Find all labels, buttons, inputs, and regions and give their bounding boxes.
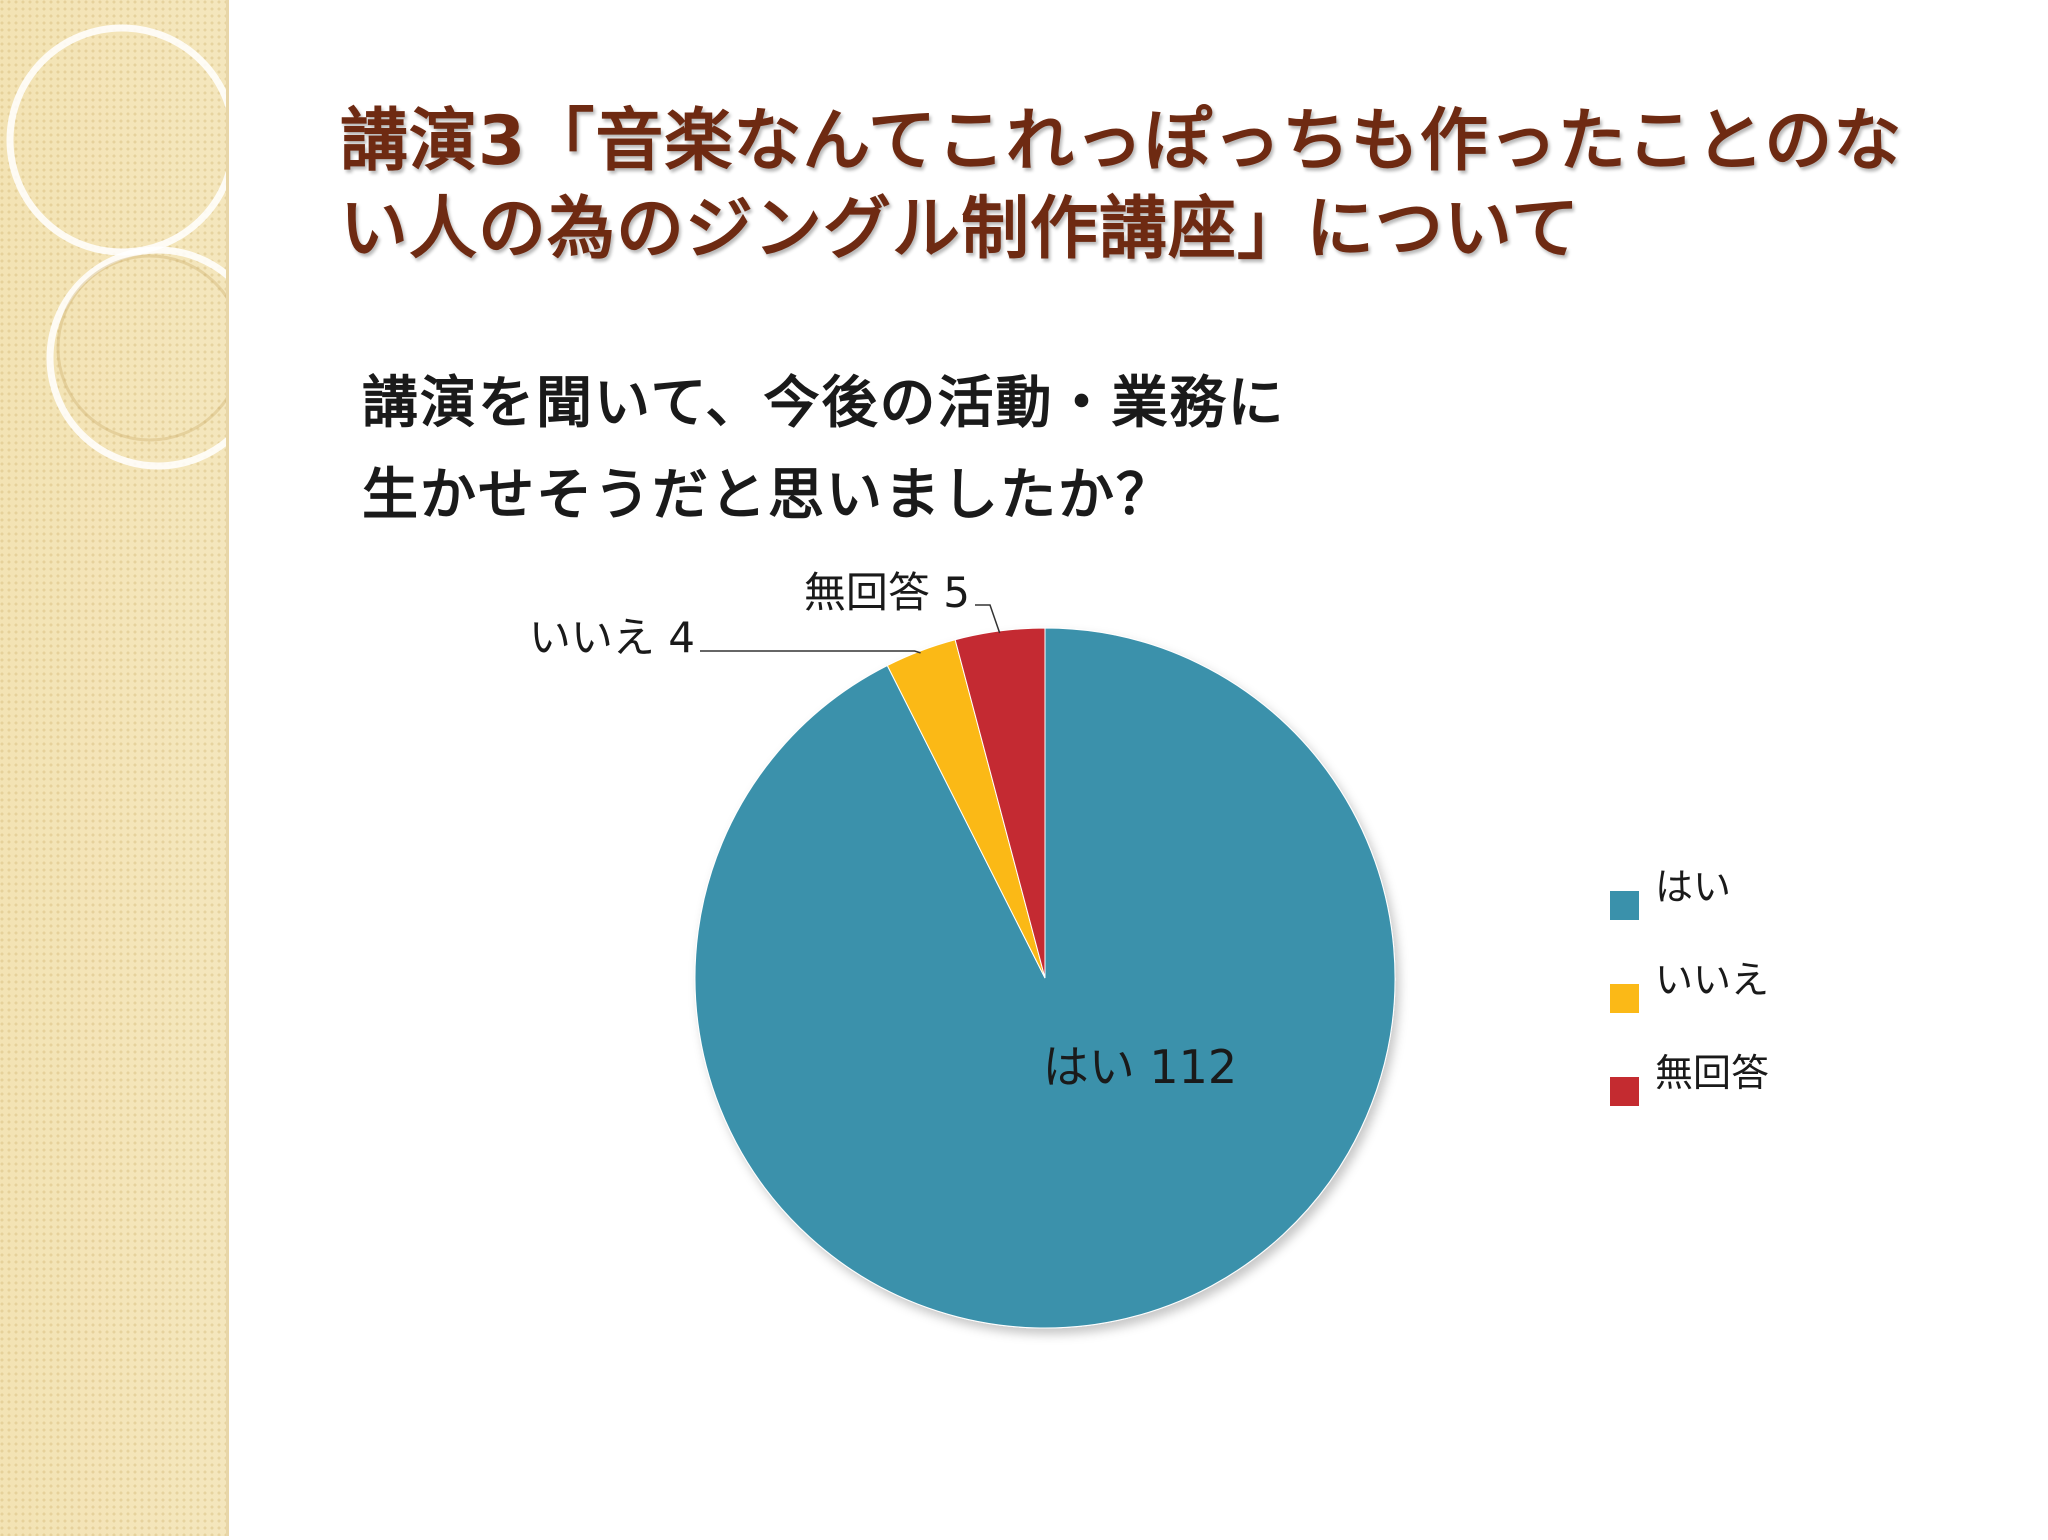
data-label-3: 無回答 5: [804, 568, 970, 617]
legend-swatch-3: [1610, 1077, 1639, 1106]
data-labels: はい 112 いいえ 4 無回答 5: [529, 568, 1237, 1094]
data-label-1: はい 112: [1043, 1040, 1237, 1094]
survey-question-line-1: 講演を聞いて、今後の活動・業務に: [362, 371, 1286, 436]
legend-label-3: 無回答: [1655, 1051, 1769, 1095]
leader-line-3: [975, 604, 1001, 634]
survey-question: 講演を聞いて、今後の活動・業務に 生かせそうだと思いましたか？: [362, 358, 1562, 542]
survey-question-line-2: 生かせそうだと思いましたか？: [362, 463, 1174, 528]
slide-title: 講演3「音楽なんてこれっぽっちも作ったことのな い人の為のジングル制作講座」につ…: [340, 98, 1980, 274]
leader-lines: [700, 604, 1001, 654]
slide-title-line-2: い人の為のジングル制作講座」について: [340, 190, 1580, 269]
decorative-side-panel: [0, 0, 270, 1536]
leader-line-2: [700, 650, 921, 654]
legend-label-2: いいえ: [1655, 958, 1769, 1002]
slide-title-line-1: 講演3「音楽なんてこれっぽっちも作ったことのな: [340, 102, 1903, 181]
legend-swatch-2: [1610, 984, 1639, 1013]
legend-label-1: はい: [1655, 865, 1731, 909]
data-label-2: いいえ 4: [529, 613, 695, 662]
pie-slices: [694, 627, 1396, 1329]
side-panel-edge: [226, 0, 229, 1536]
legend-swatch-1: [1610, 891, 1639, 920]
